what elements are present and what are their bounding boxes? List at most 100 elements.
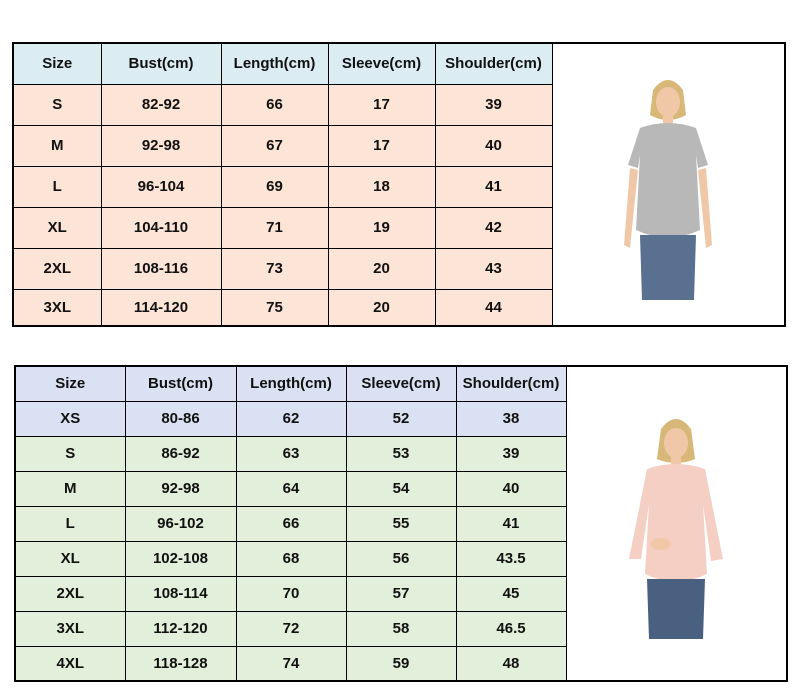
cell: 104-110 [100, 206, 222, 249]
cell: M [12, 124, 102, 167]
cell: 74 [235, 645, 347, 682]
product-photo-pink-top [565, 365, 788, 682]
cell: S [12, 83, 102, 126]
cell: 43 [434, 247, 553, 290]
table-row: L 96-102 66 55 41 [14, 505, 787, 542]
cell: 58 [345, 610, 457, 647]
cell: L [12, 165, 102, 208]
cell: 18 [327, 165, 436, 208]
cell: 17 [327, 83, 436, 126]
cell: 48 [455, 645, 567, 682]
cell: L [14, 505, 126, 542]
cell: 41 [455, 505, 567, 542]
cell: 57 [345, 575, 457, 612]
cell: 44 [434, 288, 553, 327]
cell: 40 [434, 124, 553, 167]
cell: 112-120 [124, 610, 237, 647]
cell: 75 [220, 288, 329, 327]
cell: 86-92 [124, 435, 237, 472]
cell: M [14, 470, 126, 507]
cell: 20 [327, 247, 436, 290]
cell: 3XL [14, 610, 126, 647]
cell: 42 [434, 206, 553, 249]
header-cell: Size [12, 42, 102, 85]
product-photo-gray-top [551, 42, 786, 327]
cell: 68 [235, 540, 347, 577]
header-cell: Length(cm) [235, 365, 347, 402]
cell: 66 [235, 505, 347, 542]
header-cell: Size [14, 365, 126, 402]
woman-gray-top-image [624, 79, 713, 300]
table-row: 3XL 114-120 75 20 44 [12, 288, 785, 327]
cell: 102-108 [124, 540, 237, 577]
header-row: Size Bust(cm) Length(cm) Sleeve(cm) Shou… [14, 365, 788, 682]
header-cell: Shoulder(cm) [455, 365, 567, 402]
header-cell: Sleeve(cm) [345, 365, 457, 402]
cell: 96-104 [100, 165, 222, 208]
header-row: Size Bust(cm) Length(cm) Sleeve(cm) Shou… [12, 42, 786, 327]
cell: 56 [345, 540, 457, 577]
header-cell: Bust(cm) [100, 42, 222, 85]
cell: 73 [220, 247, 329, 290]
cell: 80-86 [124, 400, 237, 437]
cell: 2XL [14, 575, 126, 612]
cell: XL [14, 540, 126, 577]
cell: XS [14, 400, 126, 437]
cell: 69 [220, 165, 329, 208]
cell: 38 [455, 400, 567, 437]
cell: 96-102 [124, 505, 237, 542]
table-row: M 92-98 67 17 40 [12, 124, 785, 167]
table-row: L 96-104 69 18 41 [12, 165, 785, 208]
cell: 39 [434, 83, 553, 126]
cell: 17 [327, 124, 436, 167]
table-row: M 92-98 64 54 40 [14, 470, 787, 507]
cell: 55 [345, 505, 457, 542]
cell: 118-128 [124, 645, 237, 682]
header-cell: Shoulder(cm) [434, 42, 553, 85]
cell: 41 [434, 165, 553, 208]
cell: 82-92 [100, 83, 222, 126]
woman-pink-top-image [629, 418, 724, 639]
cell: 39 [455, 435, 567, 472]
cell: S [14, 435, 126, 472]
size-chart-short-sleeve: Size Bust(cm) Length(cm) Sleeve(cm) Shou… [12, 42, 786, 327]
cell: 114-120 [100, 288, 222, 327]
cell: 72 [235, 610, 347, 647]
cell: 52 [345, 400, 457, 437]
table-row: 3XL 112-120 72 58 46.5 [14, 610, 787, 647]
cell: 19 [327, 206, 436, 249]
cell: 54 [345, 470, 457, 507]
cell: 64 [235, 470, 347, 507]
table-row: S 86-92 63 53 39 [14, 435, 787, 472]
header-cell: Sleeve(cm) [327, 42, 436, 85]
cell: 20 [327, 288, 436, 327]
cell: 108-116 [100, 247, 222, 290]
cell: 59 [345, 645, 457, 682]
cell: 2XL [12, 247, 102, 290]
table-row: XL 102-108 68 56 43.5 [14, 540, 787, 577]
header-cell: Bust(cm) [124, 365, 237, 402]
cell: 43.5 [455, 540, 567, 577]
cell: 62 [235, 400, 347, 437]
table-row: 4XL 118-128 74 59 48 [14, 645, 787, 682]
cell: 45 [455, 575, 567, 612]
cell: XL [12, 206, 102, 249]
cell: 3XL [12, 288, 102, 327]
cell: 40 [455, 470, 567, 507]
table-row: 2XL 108-114 70 57 45 [14, 575, 787, 612]
cell: 92-98 [100, 124, 222, 167]
table-row: 2XL 108-116 73 20 43 [12, 247, 785, 290]
cell: 92-98 [124, 470, 237, 507]
size-chart-long-sleeve: Size Bust(cm) Length(cm) Sleeve(cm) Shou… [14, 365, 788, 682]
cell: 4XL [14, 645, 126, 682]
cell: 46.5 [455, 610, 567, 647]
cell: 70 [235, 575, 347, 612]
cell: 108-114 [124, 575, 237, 612]
cell: 71 [220, 206, 329, 249]
cell: 53 [345, 435, 457, 472]
cell: 67 [220, 124, 329, 167]
table-row: XL 104-110 71 19 42 [12, 206, 785, 249]
header-cell: Length(cm) [220, 42, 329, 85]
cell: 66 [220, 83, 329, 126]
cell: 63 [235, 435, 347, 472]
